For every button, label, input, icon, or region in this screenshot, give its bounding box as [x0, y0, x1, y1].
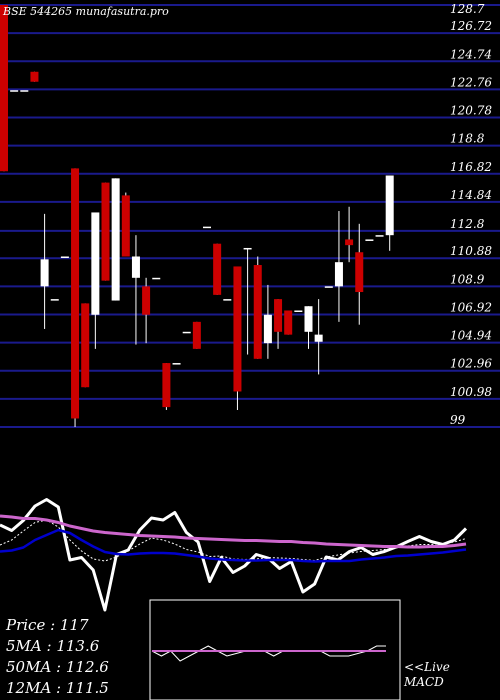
candle-body-15: [152, 277, 161, 280]
candle-body-0: [0, 5, 8, 172]
candle-body-38: [385, 175, 394, 236]
y-tick-label-2: 124.74: [450, 47, 492, 61]
candle-body-8: [81, 303, 90, 388]
ma50-stat: 50MA : 112.6: [6, 658, 109, 676]
y-tick-label-15: 99: [450, 413, 466, 427]
candle-body-2: [20, 90, 29, 92]
y-tick-label-7: 114.84: [450, 188, 492, 202]
candle-body-34: [345, 239, 354, 246]
candle-body-17: [172, 363, 181, 365]
macd-label: MACD: [404, 675, 444, 689]
macd-series: [151, 645, 386, 662]
candle-body-21: [213, 243, 222, 295]
candle-body-29: [294, 310, 303, 312]
y-tick-label-6: 116.82: [450, 160, 492, 174]
candle-body-16: [162, 363, 171, 408]
candle-body-32: [324, 286, 333, 288]
ma-line-0: [0, 498, 468, 612]
y-tick-label-4: 120.78: [450, 104, 492, 118]
candle-body-25: [253, 265, 262, 359]
candle-body-20: [203, 226, 211, 229]
candle-body-30: [304, 306, 313, 332]
y-tick-label-12: 104.94: [450, 329, 492, 343]
candle-body-35: [355, 252, 364, 293]
candlestick-series: [0, 5, 394, 427]
y-tick-label-8: 112.8: [450, 217, 485, 231]
candle-body-26: [263, 314, 272, 344]
y-tick-label-11: 106.92: [450, 300, 492, 314]
candle-body-10: [101, 182, 110, 281]
candle-body-33: [334, 262, 343, 287]
candle-body-5: [50, 299, 59, 301]
candle-body-14: [142, 286, 151, 315]
candle-body-24: [243, 247, 252, 250]
moving-average-panel: [0, 498, 468, 612]
candle-body-12: [121, 195, 130, 257]
y-tick-label-3: 122.76: [450, 75, 492, 89]
candle-body-27: [274, 299, 283, 332]
candle-body-13: [131, 256, 140, 278]
y-tick-label-14: 100.98: [450, 385, 492, 399]
candle-body-31: [314, 334, 323, 342]
chart-title: BSE 544265 munafasutra.pro: [2, 5, 169, 18]
candle-body-28: [284, 310, 293, 335]
ma-line-2: [0, 528, 467, 563]
y-tick-label-5: 118.8: [450, 132, 485, 146]
candle-body-23: [233, 266, 242, 392]
candle-body-6: [60, 256, 69, 258]
ma5-stat: 5MA : 113.6: [6, 637, 100, 655]
y-tick-label-1: 126.72: [450, 19, 492, 33]
y-tick-label-10: 108.9: [450, 272, 485, 286]
y-axis-ticks: 128.7 126.72 124.74 122.76 120.78 118.8 116.82…: [450, 2, 492, 427]
macd-line-0: [151, 645, 386, 662]
live-label: <<Live: [404, 660, 450, 674]
y-tick-label-13: 102.96: [450, 357, 492, 371]
candle-body-4: [40, 259, 49, 287]
price-stat: Price : 117: [6, 616, 89, 634]
ma12-stat: 12MA : 111.5: [6, 679, 109, 697]
candle-body-36: [365, 239, 374, 241]
candle-body-11: [111, 178, 120, 301]
candle-body-37: [375, 235, 384, 237]
candle-body-18: [182, 331, 191, 334]
candle-body-9: [91, 212, 100, 315]
y-tick-label-0: 128.7: [450, 2, 485, 16]
y-tick-label-9: 110.88: [450, 244, 492, 258]
candle-body-19: [192, 321, 201, 349]
ma-line-3: [0, 514, 467, 549]
candle-body-1: [10, 90, 19, 92]
candle-body-7: [71, 168, 80, 419]
candle-body-3: [30, 71, 39, 82]
candle-body-22: [223, 299, 232, 301]
